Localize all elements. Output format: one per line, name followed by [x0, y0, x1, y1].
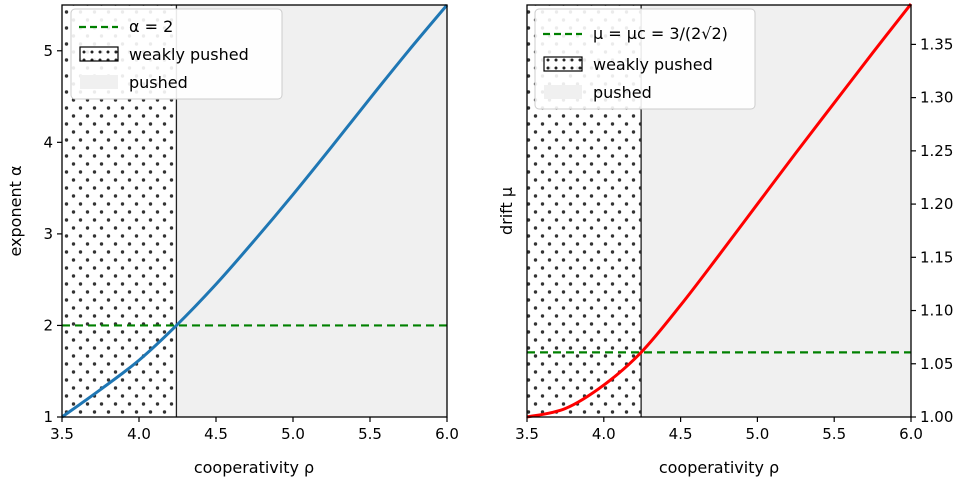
right-legend-pushed-swatch — [544, 85, 582, 99]
left-x-axis-label: cooperativity ρ — [194, 458, 314, 477]
x-tick-label: 4.0 — [592, 425, 616, 443]
right-legend-weak-label: weakly pushed — [593, 55, 713, 74]
x-tick-label: 5.5 — [358, 425, 382, 443]
x-tick-label: 4.5 — [204, 425, 228, 443]
x-tick-label: 3.5 — [50, 425, 74, 443]
x-tick-label: 6.0 — [899, 425, 923, 443]
left-legend-weak-label: weakly pushed — [129, 45, 249, 64]
right-y-ticks: 1.00 1.05 1.10 1.15 1.20 1.25 1.30 1.35 — [911, 35, 953, 426]
x-tick-label: 6.0 — [435, 425, 459, 443]
y-tick-label: 3 — [43, 225, 53, 243]
left-plot-frame — [61, 4, 448, 418]
x-tick-label: 3.5 — [515, 425, 539, 443]
left-legend-pushed-swatch — [80, 75, 118, 89]
y-tick-label: 1 — [43, 408, 53, 426]
y-tick-label: 1.15 — [920, 248, 953, 266]
x-tick-label: 4.5 — [669, 425, 693, 443]
y-tick-label: 2 — [43, 316, 53, 334]
right-series-line — [526, 3, 913, 419]
x-tick-label: 5.0 — [281, 425, 305, 443]
left-y-ticks: 1 2 3 4 5 — [43, 42, 62, 426]
left-legend-pushed-label: pushed — [129, 73, 188, 92]
left-legend-weak-swatch — [79, 46, 119, 62]
right-plot-frame — [526, 4, 912, 418]
right-x-ticks: 3.5 4.0 4.5 5.0 5.5 6.0 — [515, 417, 923, 443]
left-y-axis-label: exponent α — [6, 165, 25, 256]
left-legend-ref-label: α = 2 — [129, 17, 173, 36]
right-legend-ref-label: μ = μc = 3/(2√2) — [593, 24, 728, 43]
left-legend-box — [70, 8, 283, 100]
right-legend-box — [534, 8, 756, 110]
right-legend-weak-swatch — [543, 56, 583, 72]
left-series-line — [61, 4, 449, 419]
x-tick-label: 5.0 — [745, 425, 769, 443]
x-tick-label: 5.5 — [822, 425, 846, 443]
y-tick-label: 1.25 — [920, 142, 953, 160]
right-panel: 3.5 4.0 4.5 5.0 5.5 6.0 1.001.051.101.151.201… — [497, 3, 953, 477]
y-tick-label: 1.35 — [920, 35, 953, 53]
y-tick-label: 4 — [43, 133, 53, 151]
right-legend-pushed-label: pushed — [593, 83, 652, 102]
y-tick-label: 1.00 — [920, 408, 953, 426]
x-tick-label: 4.0 — [127, 425, 151, 443]
right-legend: μ = μc = 3/(2√2) weakly pushed pushed — [534, 8, 756, 110]
right-x-axis-label: cooperativity ρ — [659, 458, 779, 477]
left-legend: α = 2 weakly pushed pushed — [70, 8, 283, 100]
left-panel: 3.5 4.0 4.5 5.0 5.5 6.0 1 2 3 4 5 cooperativity ρ… — [6, 4, 459, 477]
y-tick-label: 1.10 — [920, 302, 953, 320]
y-tick-label: 5 — [43, 42, 53, 60]
right-y-axis-label: drift μ — [497, 187, 516, 235]
left-x-ticks: 3.5 4.0 4.5 5.0 5.5 6.0 — [50, 417, 459, 443]
y-tick-label: 1.30 — [920, 89, 953, 107]
y-tick-label: 1.20 — [920, 195, 953, 213]
y-tick-label: 1.05 — [920, 355, 953, 373]
